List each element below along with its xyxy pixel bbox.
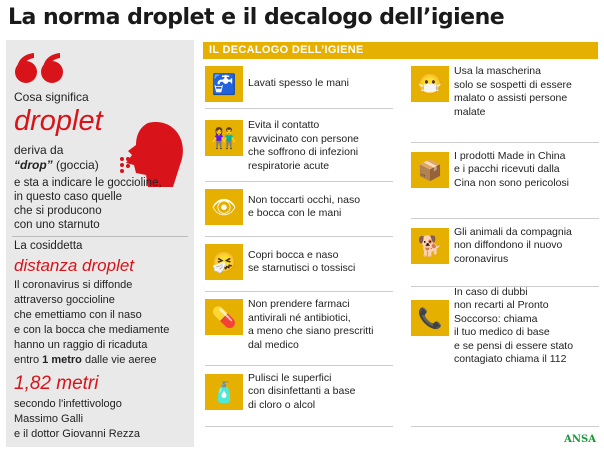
vie-text: dalle vie aeree	[81, 354, 157, 366]
decalogo-item-text: Copri bocca e naso se starnutisci o toss…	[248, 248, 356, 275]
package-icon: 📦	[411, 152, 449, 188]
item-divider	[411, 426, 599, 427]
desc-line: che si producono	[14, 205, 102, 217]
item-divider	[411, 142, 599, 143]
drop-word: “drop”	[14, 158, 53, 172]
source-line: Massimo Galli	[14, 413, 84, 425]
item-divider	[205, 365, 393, 366]
decalogo-item-text: Non toccarti occhi, naso e bocca con le …	[248, 193, 361, 220]
decalogo-item-text: Evita il contatto ravvicinato con person…	[248, 119, 359, 172]
decalogo-item-text: Gli animali da compagnia non diffondono …	[454, 225, 572, 265]
term-droplet: droplet	[14, 105, 103, 137]
source-block: secondo l'infettivologo Massimo Galli e …	[14, 397, 140, 442]
item-divider	[205, 181, 393, 182]
desc-block: e sta a indicare le goccioline, in quest…	[14, 176, 162, 232]
deriva-text: deriva da	[14, 143, 64, 157]
body-line: che emettiamo con il naso	[14, 309, 142, 321]
desc-line: con uno starnuto	[14, 219, 100, 231]
source-line: secondo l'infettivologo	[14, 398, 122, 410]
phone-icon: 📞	[411, 300, 449, 336]
ansa-logo: ANSA	[564, 434, 596, 445]
metro-bold: 1 metro	[42, 354, 82, 366]
decalogo-item-text: In caso di dubbi non recarti al Pronto S…	[454, 285, 574, 366]
sneeze-icon: 🤧	[205, 244, 243, 280]
decalogo-item-text: Pulisci le superfici con disinfettanti a…	[248, 371, 356, 411]
metri-value: 1,82 metri	[14, 373, 99, 394]
head-sneeze-icon	[120, 122, 183, 187]
body-line-entro: entro 1 metro dalle vie aeree	[14, 353, 169, 368]
eye-icon: 👁	[205, 189, 243, 225]
body-block: Il coronavirus si diffonde attraverso go…	[14, 278, 169, 368]
item-divider	[411, 218, 599, 219]
decalogo-item-text: Non prendere farmaci antivirali né antib…	[248, 298, 374, 351]
item-divider	[205, 426, 393, 427]
decalogo-item-text: Lavati spesso le mani	[248, 77, 349, 90]
page-title: La norma droplet e il decalogo dell’igie…	[8, 5, 505, 30]
divider	[12, 236, 188, 237]
distanza-droplet: distanza droplet	[14, 256, 135, 275]
item-divider	[411, 286, 599, 287]
entro-text: entro	[14, 354, 43, 366]
disinfectant-icon: 🧴	[205, 374, 243, 410]
intro-text: Cosa significa	[14, 90, 89, 104]
source-line: e il dottor Giovanni Rezza	[14, 428, 140, 440]
faucet-icon: 🚰	[205, 66, 243, 102]
body-line: hanno un raggio di ricaduta	[14, 339, 148, 351]
decalogo-header: IL DECALOGO DELL’IGIENE	[203, 42, 598, 59]
body-line: attraverso goccioline	[14, 294, 115, 306]
people-icon: 👫	[205, 120, 243, 156]
drop-line: “drop” (goccia)	[14, 158, 99, 172]
dog-icon: 🐕	[411, 228, 449, 264]
desc-line: in questo caso quelle	[14, 191, 123, 203]
cosiddetta-text: La cosiddetta	[14, 240, 83, 252]
droplet-panel: Cosa significa droplet deriva da “drop” …	[6, 40, 194, 447]
desc-line: e sta a indicare le goccioline,	[14, 177, 162, 189]
pills-icon: 💊	[205, 299, 243, 335]
goccia-text: (goccia)	[52, 158, 99, 172]
decalogo-item-text: Usa la mascherina solo se sospetti di es…	[454, 65, 572, 118]
item-divider	[205, 236, 393, 237]
body-line: e con la bocca che mediamente	[14, 324, 170, 336]
quote-icon	[15, 53, 63, 83]
item-divider	[205, 291, 393, 292]
decalogo-item-text: I prodotti Made in China e i pacchi rice…	[454, 149, 569, 189]
mask-icon: 😷	[411, 66, 449, 102]
item-divider	[205, 108, 393, 109]
body-line: Il coronavirus si diffonde	[14, 279, 133, 291]
